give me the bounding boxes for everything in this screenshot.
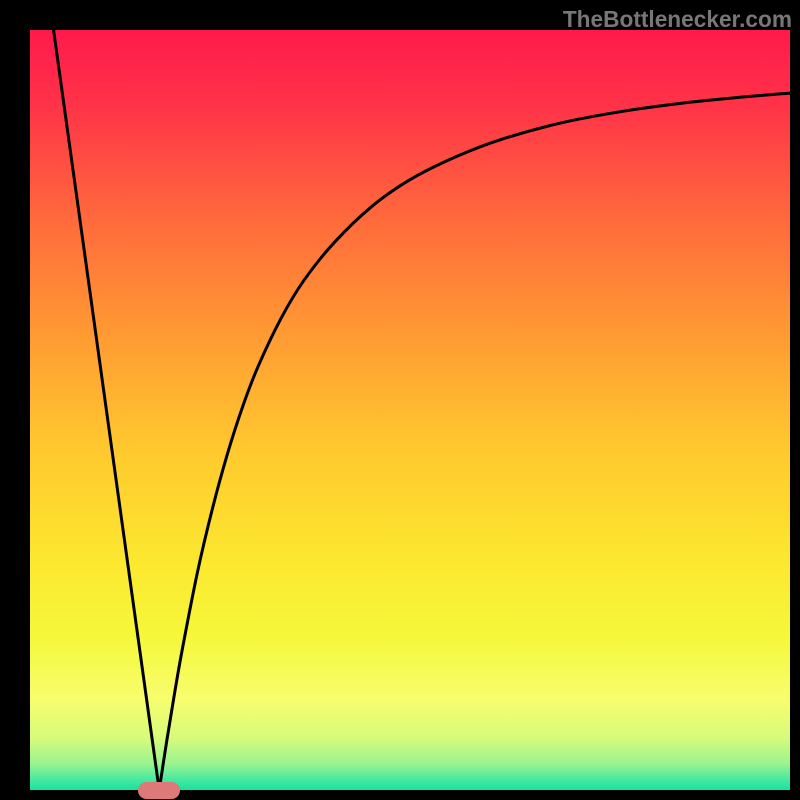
left-line bbox=[54, 30, 160, 790]
curve-layer bbox=[30, 30, 790, 790]
bottleneck-marker bbox=[138, 782, 180, 799]
plot-area bbox=[30, 30, 790, 790]
chart-container: TheBottlenecker.com bbox=[0, 0, 800, 800]
right-curve bbox=[159, 93, 790, 790]
watermark-text: TheBottlenecker.com bbox=[563, 6, 792, 33]
